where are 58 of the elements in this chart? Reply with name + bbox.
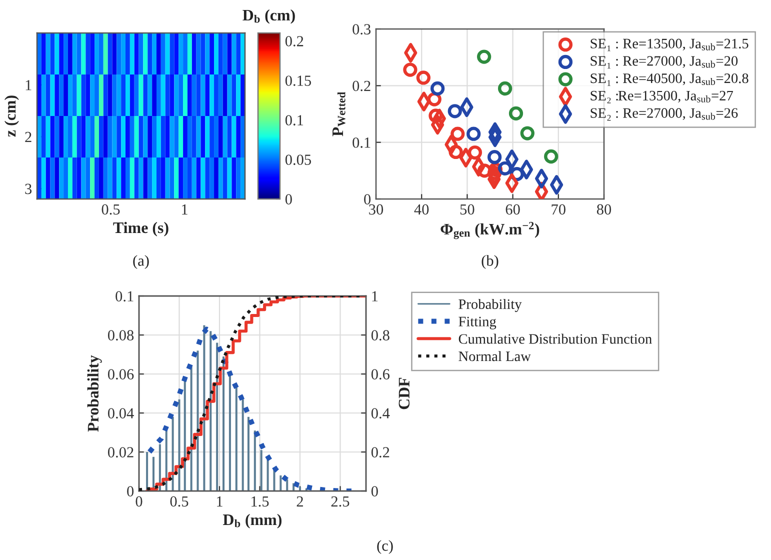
color-bar-title: D$_{b}$ (cm) bbox=[242, 9, 295, 24]
x-tick-label: 2.5 bbox=[331, 496, 350, 507]
y-tick-label: 0.06 bbox=[108, 369, 134, 380]
y2-tick-label: 1 bbox=[372, 291, 378, 302]
y-tick-label: 0.2 bbox=[352, 80, 370, 92]
legend-label: SE₁ : Re=13500, Ja$_{sub}$=21.5 bbox=[590, 38, 748, 52]
y2-tick-label: 0.8 bbox=[371, 330, 390, 341]
legend-label: Normal Law bbox=[458, 351, 531, 362]
x-tick-label: 50 bbox=[460, 204, 474, 215]
x-tick-label: 60 bbox=[506, 204, 520, 215]
x-tick-label: 1 bbox=[182, 204, 188, 214]
x-axis-title: D$_{b}$ (mm) bbox=[222, 514, 282, 528]
x-tick-label: 80 bbox=[596, 204, 612, 215]
y2-tick-label: 0.6 bbox=[371, 369, 390, 380]
x-tick-label: 0.5 bbox=[102, 204, 120, 215]
color-bar-label: 0.15 bbox=[285, 76, 311, 86]
color-bar-label: 0.2 bbox=[285, 36, 304, 46]
y-tick-label: 0 bbox=[364, 194, 371, 204]
x-tick-label: 30 bbox=[369, 204, 384, 215]
legend-label: Fitting bbox=[458, 316, 496, 330]
y-tick-label: 0.1 bbox=[352, 137, 370, 148]
text: (c) bbox=[377, 540, 393, 554]
legend-label: Probability bbox=[458, 298, 522, 312]
legend-label: SE₂ : Re=27000, Ja$_{sub}$=26 bbox=[590, 108, 738, 121]
y-tick-label: 1 bbox=[26, 80, 32, 90]
legend-label: SE₁ : Re=40500, Ja$_{sub}$=20.8 bbox=[590, 73, 748, 86]
y-tick-label: 0 bbox=[127, 486, 134, 496]
color-bar-label: 0 bbox=[285, 194, 292, 204]
y-axis-title: z (cm) bbox=[4, 96, 19, 137]
x-tick-label: 1 bbox=[217, 496, 222, 506]
y2-axis-title: CDF bbox=[398, 378, 410, 410]
x-tick-label: 70 bbox=[552, 204, 566, 215]
legend-label: SE₂ :Re=13500, Ja$_{sub}$=27 bbox=[590, 90, 733, 104]
x-tick-label: 0 bbox=[136, 496, 142, 507]
x-axis-title: Time (s) bbox=[113, 222, 168, 236]
y-tick-label: 0.3 bbox=[352, 24, 371, 35]
x-tick-label: 2 bbox=[296, 496, 303, 506]
color-bar-label: 0.05 bbox=[285, 154, 311, 165]
text: (b) bbox=[482, 255, 498, 269]
legend-label: SE₁ : Re=27000, Ja$_{sub}$=20 bbox=[590, 56, 738, 68]
y-axis-title: P$_{Wetted}$ bbox=[332, 92, 346, 136]
y-tick-label: 0.02 bbox=[108, 447, 134, 458]
y-tick-label: 0.08 bbox=[108, 330, 134, 341]
text: (a) bbox=[133, 255, 149, 269]
y-tick-label: 2 bbox=[25, 132, 32, 142]
y-tick-label: 3 bbox=[25, 184, 32, 194]
x-tick-label: 1.5 bbox=[252, 496, 269, 507]
y-tick-label: 0.1 bbox=[116, 291, 134, 302]
color-bar-label: 0.1 bbox=[285, 115, 304, 126]
y-tick-label: 0.04 bbox=[108, 408, 134, 419]
x-axis-title: Φ$_{gen}$ (kW.m$^{−2}$) bbox=[440, 222, 540, 240]
y2-tick-label: 0 bbox=[371, 486, 378, 496]
x-tick-label: 40 bbox=[414, 204, 429, 215]
y-axis-title: Probability bbox=[87, 355, 102, 432]
y2-tick-label: 0.2 bbox=[371, 447, 390, 458]
legend-label: Cumulative Distribution Function bbox=[458, 334, 652, 344]
y2-tick-label: 0.4 bbox=[371, 408, 390, 419]
x-tick-label: 0.5 bbox=[170, 496, 188, 507]
